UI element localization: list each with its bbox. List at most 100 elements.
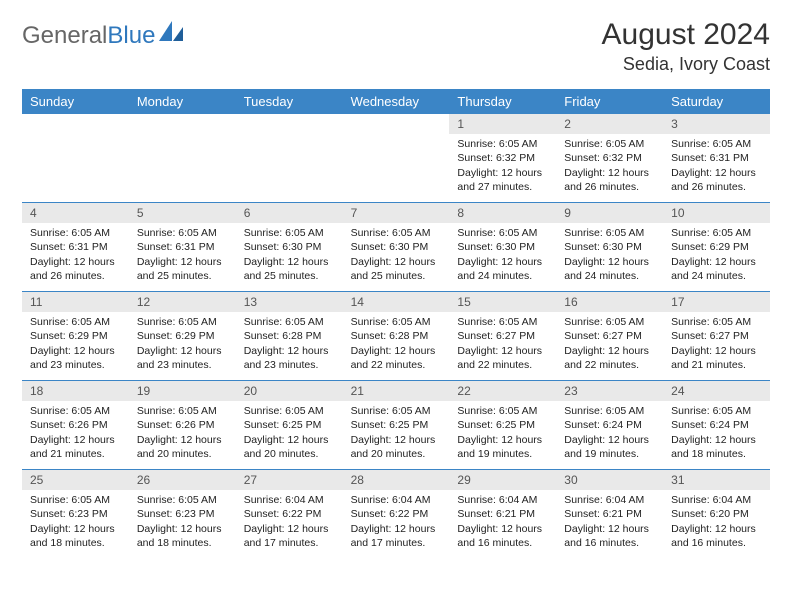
day-sunset: Sunset: 6:30 PM (457, 240, 548, 254)
day-day1: Daylight: 12 hours (244, 255, 335, 269)
day-number: 27 (236, 470, 343, 490)
day-body: Sunrise: 6:05 AMSunset: 6:29 PMDaylight:… (129, 312, 236, 378)
day-number: 2 (556, 114, 663, 134)
day-sunset: Sunset: 6:26 PM (30, 418, 121, 432)
day-sunrise: Sunrise: 6:05 AM (30, 315, 121, 329)
day-number: 10 (663, 203, 770, 223)
calendar-cell: 25Sunrise: 6:05 AMSunset: 6:23 PMDayligh… (22, 470, 129, 558)
day-day1: Daylight: 12 hours (30, 255, 121, 269)
calendar-cell (343, 114, 450, 202)
day-body: Sunrise: 6:05 AMSunset: 6:23 PMDaylight:… (129, 490, 236, 556)
day-sunset: Sunset: 6:27 PM (564, 329, 655, 343)
logo: GeneralBlue (22, 18, 185, 50)
day-day1: Daylight: 12 hours (564, 344, 655, 358)
day-number: 26 (129, 470, 236, 490)
calendar-cell: 8Sunrise: 6:05 AMSunset: 6:30 PMDaylight… (449, 203, 556, 291)
day-sunrise: Sunrise: 6:04 AM (564, 493, 655, 507)
calendar-cell: 29Sunrise: 6:04 AMSunset: 6:21 PMDayligh… (449, 470, 556, 558)
day-sunrise: Sunrise: 6:05 AM (671, 137, 762, 151)
day-sunset: Sunset: 6:24 PM (671, 418, 762, 432)
day-day1: Daylight: 12 hours (30, 433, 121, 447)
page-location: Sedia, Ivory Coast (602, 54, 770, 75)
day-sunrise: Sunrise: 6:05 AM (244, 315, 335, 329)
day-day2: and 26 minutes. (564, 180, 655, 194)
calendar-cell: 14Sunrise: 6:05 AMSunset: 6:28 PMDayligh… (343, 292, 450, 380)
day-sunrise: Sunrise: 6:05 AM (351, 226, 442, 240)
day-day1: Daylight: 12 hours (137, 255, 228, 269)
day-day2: and 23 minutes. (30, 358, 121, 372)
day-body: Sunrise: 6:05 AMSunset: 6:25 PMDaylight:… (449, 401, 556, 467)
day-body: Sunrise: 6:05 AMSunset: 6:30 PMDaylight:… (556, 223, 663, 289)
day-sunrise: Sunrise: 6:05 AM (30, 404, 121, 418)
dayhead-tuesday: Tuesday (236, 89, 343, 114)
day-sunset: Sunset: 6:22 PM (244, 507, 335, 521)
day-body: Sunrise: 6:05 AMSunset: 6:30 PMDaylight:… (236, 223, 343, 289)
day-body: Sunrise: 6:05 AMSunset: 6:24 PMDaylight:… (556, 401, 663, 467)
day-day1: Daylight: 12 hours (671, 166, 762, 180)
day-sunrise: Sunrise: 6:05 AM (137, 315, 228, 329)
day-body: Sunrise: 6:04 AMSunset: 6:22 PMDaylight:… (343, 490, 450, 556)
calendar-cell (22, 114, 129, 202)
calendar-weeks: 1Sunrise: 6:05 AMSunset: 6:32 PMDaylight… (22, 114, 770, 558)
day-day1: Daylight: 12 hours (457, 344, 548, 358)
calendar-cell: 11Sunrise: 6:05 AMSunset: 6:29 PMDayligh… (22, 292, 129, 380)
day-sunrise: Sunrise: 6:05 AM (137, 226, 228, 240)
day-sunset: Sunset: 6:29 PM (137, 329, 228, 343)
day-body: Sunrise: 6:04 AMSunset: 6:20 PMDaylight:… (663, 490, 770, 556)
day-day2: and 26 minutes. (671, 180, 762, 194)
day-body: Sunrise: 6:05 AMSunset: 6:30 PMDaylight:… (449, 223, 556, 289)
dayhead-thursday: Thursday (449, 89, 556, 114)
day-day2: and 22 minutes. (457, 358, 548, 372)
day-day2: and 24 minutes. (671, 269, 762, 283)
day-body: Sunrise: 6:05 AMSunset: 6:29 PMDaylight:… (22, 312, 129, 378)
day-day1: Daylight: 12 hours (457, 166, 548, 180)
calendar-cell: 9Sunrise: 6:05 AMSunset: 6:30 PMDaylight… (556, 203, 663, 291)
day-sunset: Sunset: 6:27 PM (671, 329, 762, 343)
day-day1: Daylight: 12 hours (564, 433, 655, 447)
calendar-cell: 12Sunrise: 6:05 AMSunset: 6:29 PMDayligh… (129, 292, 236, 380)
day-day2: and 26 minutes. (30, 269, 121, 283)
day-body: Sunrise: 6:05 AMSunset: 6:25 PMDaylight:… (236, 401, 343, 467)
day-number: 6 (236, 203, 343, 223)
day-day2: and 24 minutes. (457, 269, 548, 283)
day-sunrise: Sunrise: 6:05 AM (457, 137, 548, 151)
day-body: Sunrise: 6:04 AMSunset: 6:22 PMDaylight:… (236, 490, 343, 556)
day-number: 9 (556, 203, 663, 223)
day-day1: Daylight: 12 hours (457, 522, 548, 536)
day-day1: Daylight: 12 hours (671, 255, 762, 269)
day-day1: Daylight: 12 hours (351, 255, 442, 269)
day-day2: and 18 minutes. (137, 536, 228, 550)
day-body: Sunrise: 6:05 AMSunset: 6:28 PMDaylight:… (343, 312, 450, 378)
day-day2: and 18 minutes. (671, 447, 762, 461)
day-day1: Daylight: 12 hours (564, 522, 655, 536)
day-number: 20 (236, 381, 343, 401)
title-block: August 2024 Sedia, Ivory Coast (602, 18, 770, 75)
day-body: Sunrise: 6:05 AMSunset: 6:26 PMDaylight:… (22, 401, 129, 467)
day-sunset: Sunset: 6:25 PM (457, 418, 548, 432)
day-sunrise: Sunrise: 6:05 AM (351, 315, 442, 329)
day-day2: and 25 minutes. (351, 269, 442, 283)
day-number: 31 (663, 470, 770, 490)
day-sunrise: Sunrise: 6:05 AM (457, 226, 548, 240)
day-sunset: Sunset: 6:27 PM (457, 329, 548, 343)
calendar-cell: 27Sunrise: 6:04 AMSunset: 6:22 PMDayligh… (236, 470, 343, 558)
day-number: 18 (22, 381, 129, 401)
day-day1: Daylight: 12 hours (564, 166, 655, 180)
calendar-cell: 15Sunrise: 6:05 AMSunset: 6:27 PMDayligh… (449, 292, 556, 380)
calendar-week: 18Sunrise: 6:05 AMSunset: 6:26 PMDayligh… (22, 380, 770, 469)
day-number: 5 (129, 203, 236, 223)
day-day1: Daylight: 12 hours (671, 433, 762, 447)
day-number: 22 (449, 381, 556, 401)
day-day2: and 21 minutes. (30, 447, 121, 461)
day-sunrise: Sunrise: 6:05 AM (30, 226, 121, 240)
day-body: Sunrise: 6:05 AMSunset: 6:23 PMDaylight:… (22, 490, 129, 556)
day-sunrise: Sunrise: 6:04 AM (457, 493, 548, 507)
dayhead-sunday: Sunday (22, 89, 129, 114)
day-number: 23 (556, 381, 663, 401)
calendar-cell: 24Sunrise: 6:05 AMSunset: 6:24 PMDayligh… (663, 381, 770, 469)
calendar-cell (236, 114, 343, 202)
day-sunset: Sunset: 6:31 PM (671, 151, 762, 165)
calendar-week: 11Sunrise: 6:05 AMSunset: 6:29 PMDayligh… (22, 291, 770, 380)
day-sunrise: Sunrise: 6:05 AM (244, 404, 335, 418)
day-day1: Daylight: 12 hours (351, 433, 442, 447)
